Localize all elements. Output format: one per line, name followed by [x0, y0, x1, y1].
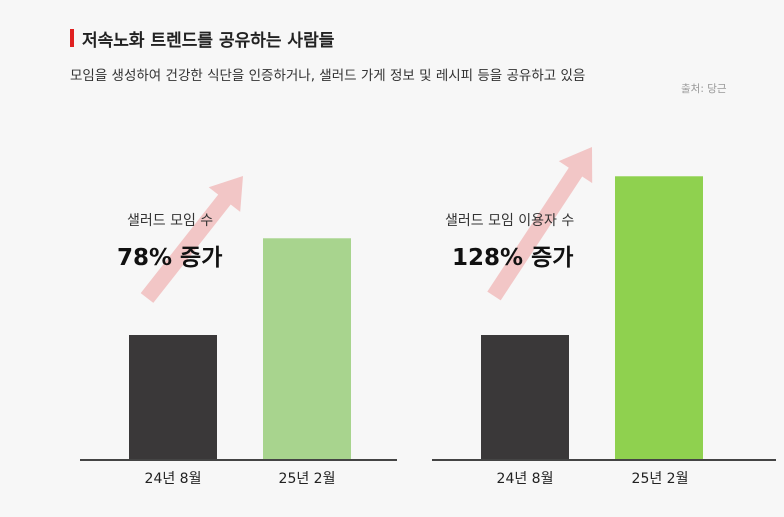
title-accent-bar [70, 29, 74, 47]
chart2-increase-arrow [487, 147, 593, 301]
chart1-increase-arrow [140, 176, 243, 303]
chart2-xlabel-0: 24년 8월 [496, 471, 554, 487]
chart1-xlabel-1: 25년 2월 [278, 471, 336, 487]
chart1-annotation-value: 78% 증가 [117, 245, 223, 271]
chart1-bar-0 [129, 335, 217, 459]
chart2-annotation-value: 128% 증가 [452, 245, 574, 271]
chart2-bar-0 [481, 335, 569, 459]
chart2-annotation-label: 샐러드 모임 이용자 수 [445, 213, 575, 229]
page-title: 저속노화 트렌드를 공유하는 사람들 [82, 31, 335, 51]
chart2-bar-1 [615, 176, 703, 459]
chart1-annotation-label: 샐러드 모임 수 [127, 213, 214, 229]
chart1-xlabel-0: 24년 8월 [144, 471, 202, 487]
source-note: 출처: 당근 [681, 83, 727, 95]
chart2-xlabel-1: 25년 2월 [631, 471, 689, 487]
chart1-bar-1 [263, 238, 351, 459]
page-subtitle: 모임을 생성하여 건강한 식단을 인증하거나, 샐러드 가게 정보 및 레시피 … [70, 68, 586, 84]
